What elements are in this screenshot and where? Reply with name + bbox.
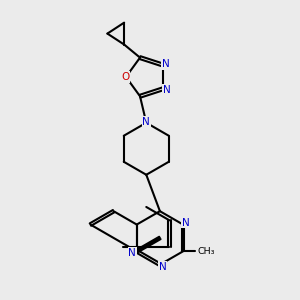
Text: N: N (142, 116, 150, 127)
Text: N: N (128, 248, 136, 257)
Text: N: N (163, 85, 170, 95)
Text: O: O (122, 72, 130, 82)
Text: N: N (158, 262, 166, 272)
Text: N: N (182, 218, 190, 228)
Text: N: N (162, 59, 170, 69)
Text: CH₃: CH₃ (198, 247, 215, 256)
